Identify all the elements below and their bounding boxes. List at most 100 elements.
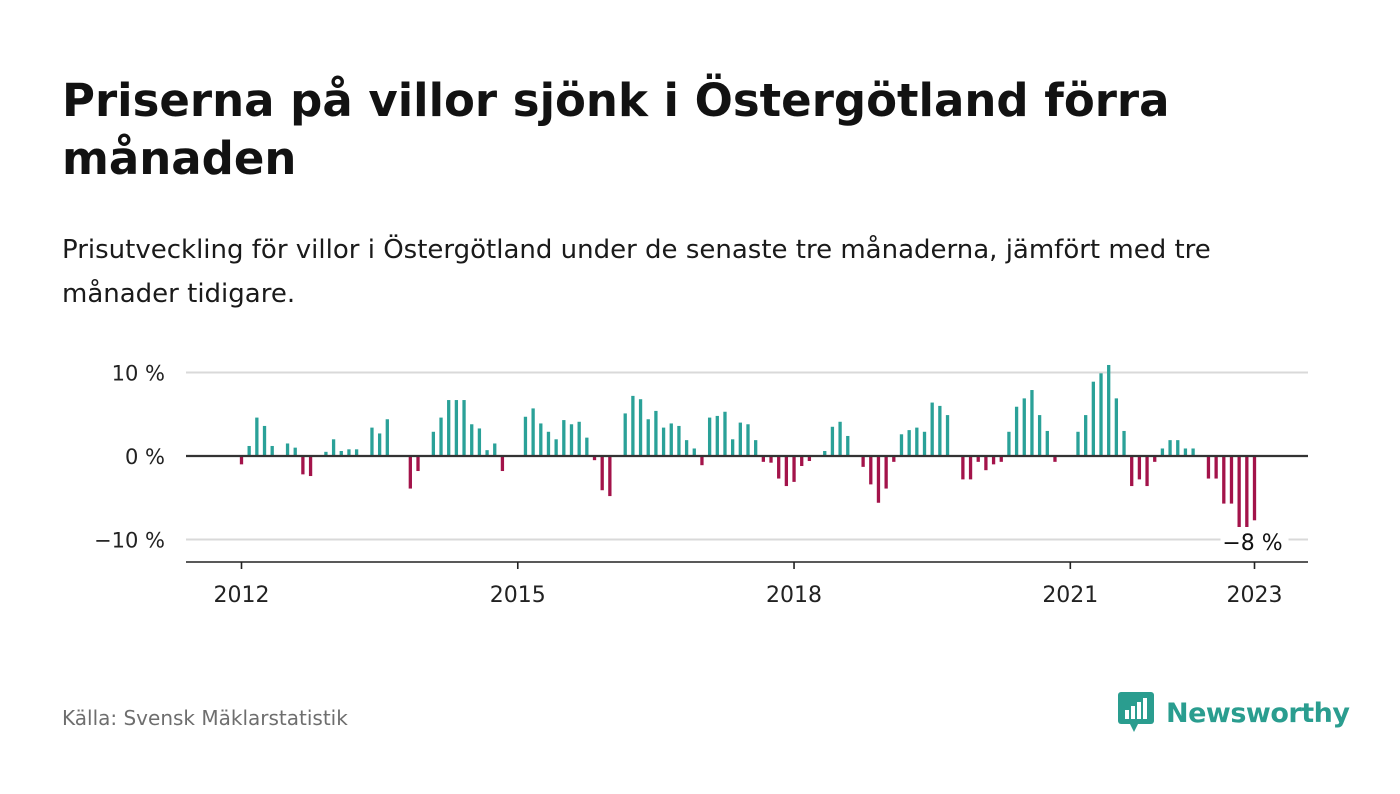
bar	[600, 456, 604, 491]
bar	[370, 427, 374, 456]
bar	[1214, 456, 1218, 479]
bar	[1007, 431, 1011, 456]
bar	[777, 456, 781, 479]
bar	[754, 440, 758, 456]
bar	[485, 450, 489, 456]
x-tick-label: 2012	[214, 583, 270, 608]
bar	[684, 440, 689, 456]
bar	[823, 450, 827, 456]
bar	[731, 439, 735, 456]
bar	[331, 439, 336, 456]
bar	[892, 456, 896, 462]
bar	[308, 456, 313, 477]
bar	[577, 421, 581, 456]
data-labels: −8 %	[1220, 527, 1289, 557]
bar	[945, 415, 950, 456]
newsworthy-logo[interactable]: Newsworthy	[1118, 690, 1350, 736]
bar	[784, 456, 789, 487]
chart-title: Priserna på villor sjönk i Östergötland …	[62, 74, 1170, 185]
bar	[922, 431, 927, 456]
bar	[861, 456, 865, 467]
bar	[807, 456, 812, 462]
bar	[1145, 456, 1149, 487]
bar	[500, 456, 505, 472]
bar	[792, 456, 796, 482]
bar-series	[239, 364, 1257, 532]
y-tick-label: 10 %	[112, 362, 165, 386]
bar	[1130, 456, 1134, 487]
bar	[692, 448, 696, 456]
bar	[1099, 373, 1103, 456]
bar	[454, 400, 459, 456]
bar	[707, 417, 712, 456]
bar	[623, 413, 627, 456]
bar	[1206, 456, 1211, 479]
bar	[1137, 456, 1142, 480]
bar	[838, 421, 842, 456]
bar	[700, 456, 704, 466]
chart-subtitle: Prisutveckling för villor i Östergötland…	[62, 235, 1211, 309]
y-axis-ticks: 10 % 0 % −10 %	[94, 362, 165, 553]
bar	[608, 456, 612, 497]
bar	[899, 434, 904, 456]
y-tick-label: −10 %	[94, 529, 165, 553]
bar	[416, 456, 420, 472]
bar	[255, 417, 259, 456]
bar	[377, 433, 382, 456]
bar	[531, 408, 535, 456]
bar	[654, 410, 658, 456]
bar	[930, 402, 934, 456]
bar-chart: 10 % 0 % −10 % 2012 2015 2018 2021 2023 −8 %	[94, 362, 1308, 608]
bar	[769, 456, 773, 463]
bar	[915, 427, 919, 456]
bar	[1229, 456, 1234, 504]
bar	[285, 443, 290, 456]
bar	[846, 435, 850, 456]
bar	[1114, 398, 1119, 456]
bar	[324, 451, 328, 456]
bar	[339, 450, 343, 456]
bar	[1176, 440, 1180, 456]
bar	[1030, 390, 1034, 456]
y-tick-label: 0 %	[125, 445, 165, 469]
bar	[715, 415, 719, 456]
bar	[1245, 456, 1249, 528]
bar	[631, 395, 635, 456]
x-axis: 2012 2015 2018 2021 2023	[186, 561, 1308, 608]
bar	[439, 417, 443, 456]
bar	[761, 456, 765, 462]
bar	[493, 443, 497, 456]
bar	[385, 419, 389, 456]
bar	[999, 456, 1003, 462]
bar	[270, 445, 274, 456]
bar	[592, 456, 597, 461]
bar	[1122, 430, 1126, 456]
bar	[884, 456, 888, 489]
bar	[523, 416, 528, 456]
bar	[447, 400, 451, 456]
bar	[1037, 415, 1042, 456]
bar	[539, 423, 543, 456]
bar	[1091, 381, 1095, 456]
x-tick-label: 2021	[1042, 583, 1098, 608]
bar	[1183, 448, 1188, 456]
bar	[1168, 440, 1172, 456]
bar	[462, 400, 466, 456]
bar	[968, 456, 973, 480]
bar	[247, 445, 251, 456]
last-value-label-bg	[1220, 527, 1289, 557]
bar	[1022, 398, 1026, 456]
bar	[347, 449, 351, 456]
brand-name: Newsworthy	[1166, 697, 1350, 729]
bar	[354, 449, 359, 456]
bar	[830, 426, 835, 456]
bar	[669, 423, 673, 456]
bar	[984, 456, 988, 471]
bar	[1053, 456, 1057, 462]
bar	[1252, 456, 1257, 521]
bar	[646, 419, 650, 456]
bar	[1084, 415, 1088, 456]
x-tick-label: 2023	[1227, 583, 1283, 608]
bar	[1076, 431, 1080, 456]
y-gridlines	[186, 371, 1308, 541]
